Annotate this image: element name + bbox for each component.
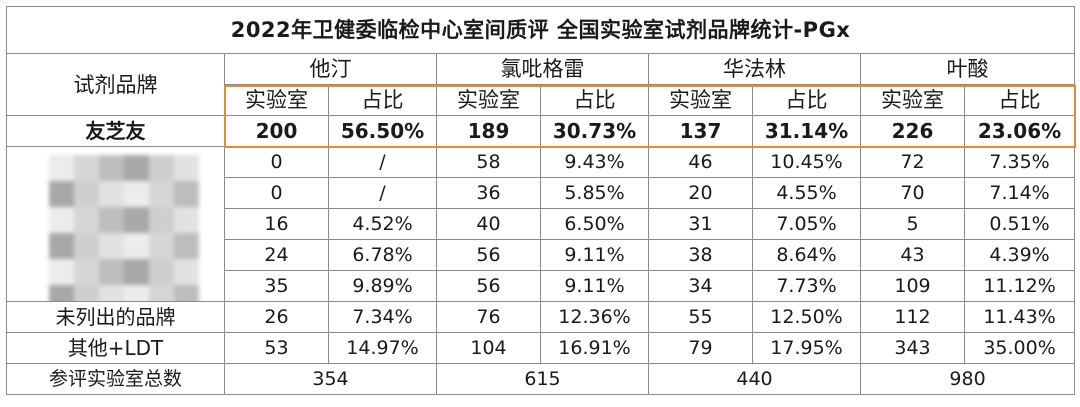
ratio-cell: 9.43% xyxy=(540,146,649,178)
subheader-ratio: 占比 xyxy=(328,84,437,116)
table-row: 友芝友 200 56.50% 189 30.73% 137 31.14% 226 23.06% xyxy=(6,115,1076,147)
lab-count-cell: 24 xyxy=(224,239,329,271)
ratio-cell: / xyxy=(328,146,437,178)
ratio-cell: 0.51% xyxy=(963,208,1076,240)
ratio-cell: / xyxy=(328,177,437,209)
lab-count-cell: 189 xyxy=(436,115,541,147)
lab-count-cell: 70 xyxy=(860,177,965,209)
ratio-cell: 31.14% xyxy=(752,115,861,147)
ratio-cell: 8.64% xyxy=(752,239,861,271)
lab-count-cell: 104 xyxy=(436,332,541,364)
ratio-cell: 16.91% xyxy=(540,332,649,364)
ratio-cell: 14.97% xyxy=(328,332,437,364)
lab-count-cell: 40 xyxy=(436,208,541,240)
table-title: 2022年卫健委临检中心室间质评 全国实验室试剂品牌统计-PGx xyxy=(5,6,1076,54)
lab-count-cell: 31 xyxy=(648,208,753,240)
lab-count-cell: 55 xyxy=(648,301,753,333)
subheader-labs: 实验室 xyxy=(860,84,965,116)
lab-count-cell: 34 xyxy=(648,270,753,302)
table-row: 0/58 9.43% 46 10.45% 72 7.35% xyxy=(6,146,1076,302)
lab-count-cell: 56 xyxy=(436,239,541,271)
lab-count-cell: 58 xyxy=(436,146,541,178)
ratio-cell: 23.06% xyxy=(963,115,1076,147)
drug-header-warfarin: 华法林 xyxy=(648,53,861,85)
lab-count-cell: 137 xyxy=(648,115,753,147)
ratio-cell: 7.05% xyxy=(752,208,861,240)
ratio-cell: 9.11% xyxy=(540,270,649,302)
subheader-labs: 实验室 xyxy=(648,84,753,116)
brand-name-cell: 未列出的品牌 xyxy=(6,301,225,333)
lab-count-cell: 26 xyxy=(224,301,329,333)
ratio-cell: 7.35% xyxy=(963,146,1076,178)
lab-count-cell: 35 xyxy=(224,270,329,302)
total-labs-cell: 980 xyxy=(859,363,1076,395)
lab-count-cell: 0 xyxy=(224,177,329,209)
table-row: 其他+LDT 53 14.97% 104 16.91% 79 17.95% 343 35.00% xyxy=(6,332,1076,364)
mosaic-blur-image xyxy=(49,155,199,301)
lab-count-cell: 38 xyxy=(648,239,753,271)
lab-count-cell: 46 xyxy=(648,146,753,178)
ratio-cell: 9.89% xyxy=(328,270,437,302)
ratio-cell: 4.39% xyxy=(963,239,1076,271)
drug-header-folic-acid: 叶酸 xyxy=(859,53,1076,85)
lab-count-cell: 53 xyxy=(224,332,329,364)
ratio-cell: 4.52% xyxy=(328,208,437,240)
subheader-labs: 实验室 xyxy=(224,84,329,116)
ratio-cell: 6.78% xyxy=(328,239,437,271)
subheader-ratio: 占比 xyxy=(540,84,649,116)
ratio-cell: 56.50% xyxy=(328,115,437,147)
ratio-cell: 5.85% xyxy=(540,177,649,209)
lab-count-cell: 72 xyxy=(860,146,965,178)
lab-count-cell: 112 xyxy=(860,301,965,333)
brand-stats-table: 2022年卫健委临检中心室间质评 全国实验室试剂品牌统计-PGx 试剂品牌 他汀… xyxy=(5,6,1076,395)
lab-count-cell: 109 xyxy=(860,270,965,302)
ratio-cell: 12.36% xyxy=(540,301,649,333)
ratio-cell: 9.11% xyxy=(540,239,649,271)
ratio-cell: 10.45% xyxy=(752,146,861,178)
drug-header-clopidogrel: 氯吡格雷 xyxy=(436,53,649,85)
ratio-cell: 7.14% xyxy=(963,177,1076,209)
lab-count-cell: 16 xyxy=(224,208,329,240)
ratio-cell: 4.55% xyxy=(752,177,861,209)
ratio-cell: 11.43% xyxy=(963,301,1076,333)
ratio-cell: 35.00% xyxy=(963,332,1076,364)
lab-count-cell: 5 xyxy=(860,208,965,240)
stats-sheet: 2022年卫健委临检中心室间质评 全国实验室试剂品牌统计-PGx 试剂品牌 他汀… xyxy=(5,6,1076,398)
lab-count-cell: 343 xyxy=(860,332,965,364)
drug-header-statin: 他汀 xyxy=(224,53,437,85)
subheader-ratio: 占比 xyxy=(752,84,861,116)
total-labs-cell: 440 xyxy=(648,363,861,395)
lab-count-cell: 43 xyxy=(860,239,965,271)
ratio-cell: 30.73% xyxy=(540,115,649,147)
lab-count-cell: 20 xyxy=(648,177,753,209)
table-row: 0/36 5.85% 20 4.55% 70 7.14% xyxy=(7,177,1076,209)
lab-count-cell: 200 xyxy=(224,115,329,147)
subheader-ratio: 占比 xyxy=(963,84,1076,116)
lab-count-cell: 226 xyxy=(860,115,965,147)
totals-row: 参评实验室总数 354 615 440 980 xyxy=(6,363,1076,395)
lab-count-cell: 79 xyxy=(648,332,753,364)
ratio-cell: 17.95% xyxy=(752,332,861,364)
lab-count-cell: 76 xyxy=(436,301,541,333)
brand-column-header: 试剂品牌 xyxy=(6,53,225,116)
redacted-brand-names xyxy=(6,146,225,302)
total-labs-cell: 354 xyxy=(224,363,437,395)
totals-label: 参评实验室总数 xyxy=(6,363,225,395)
brand-name-cell: 友芝友 xyxy=(6,115,225,147)
ratio-cell: 7.73% xyxy=(752,270,861,302)
total-labs-cell: 615 xyxy=(436,363,649,395)
ratio-cell: 6.50% xyxy=(540,208,649,240)
lab-count-cell: 56 xyxy=(436,270,541,302)
ratio-cell: 12.50% xyxy=(752,301,861,333)
ratio-cell: 11.12% xyxy=(963,270,1076,302)
brand-name-cell: 其他+LDT xyxy=(6,332,225,364)
ratio-cell: 7.34% xyxy=(328,301,437,333)
subheader-labs: 实验室 xyxy=(436,84,541,116)
table-row: 未列出的品牌 26 7.34% 76 12.36% 55 12.50% 112 11.43% xyxy=(6,301,1076,333)
lab-count-cell: 0 xyxy=(224,146,329,178)
lab-count-cell: 36 xyxy=(436,177,541,209)
